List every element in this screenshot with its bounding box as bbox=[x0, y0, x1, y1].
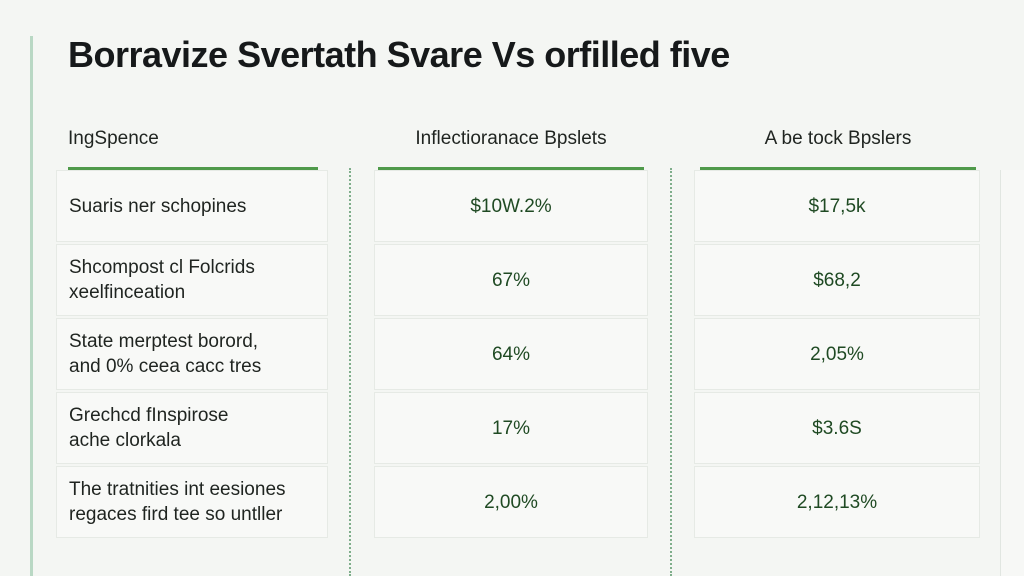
page-title: Borravize Svertath Svare Vs orfilled fiv… bbox=[68, 34, 730, 75]
column-header-col2: A be tock Bpslers bbox=[700, 128, 976, 170]
table-cell-col2: $17,5k bbox=[694, 170, 980, 242]
row-label-text: Shcompost cl Folcrids xeelfinceation bbox=[69, 257, 255, 303]
row-label-text: Grechcd fInspirose ache clorkala bbox=[69, 405, 229, 451]
cell-value: $10W.2% bbox=[470, 195, 552, 217]
cell-value: 2,05% bbox=[810, 343, 864, 365]
table-row-label: Suaris ner schopines bbox=[56, 170, 328, 242]
column-header-label: IngSpence bbox=[68, 128, 318, 170]
left-accent-rule bbox=[30, 36, 33, 576]
table-cell-col1: $10W.2% bbox=[374, 170, 648, 242]
column-divider bbox=[670, 168, 672, 576]
table-cell-col1: 2,00% bbox=[374, 466, 648, 538]
cell-value: 67% bbox=[491, 269, 531, 291]
table-row-label: Grechcd fInspirose ache clorkala bbox=[56, 392, 328, 464]
table-row-label: Shcompost cl Folcrids xeelfinceation bbox=[56, 244, 328, 316]
table-cell-col2: 2,12,13% bbox=[694, 466, 980, 538]
cell-value: $17,5k bbox=[808, 195, 866, 217]
cell-value: 17% bbox=[491, 417, 531, 439]
table-row-label: The tratnities int eesiones regaces fird… bbox=[56, 466, 328, 538]
table-cell-col1: 67% bbox=[374, 244, 648, 316]
table-cell-col2: 2,05% bbox=[694, 318, 980, 390]
cell-value: 2,00% bbox=[484, 491, 538, 513]
cell-value: $3.6S bbox=[812, 417, 862, 439]
row-label-text: State merptest borord, and 0% ceea cacc … bbox=[69, 331, 262, 377]
row-label-text: Suaris ner schopines bbox=[69, 195, 247, 217]
table-cell-col1: 17% bbox=[374, 392, 648, 464]
table-cell-col1: 64% bbox=[374, 318, 648, 390]
cell-value: 2,12,13% bbox=[796, 491, 878, 513]
cut-off-column bbox=[1000, 170, 1024, 576]
column-divider bbox=[349, 168, 351, 576]
cell-value: $68,2 bbox=[813, 269, 861, 291]
table-cell-col2: $68,2 bbox=[694, 244, 980, 316]
column-header-col1: Inflectioranace Bpslets bbox=[378, 128, 644, 170]
table-cell-col2: $3.6S bbox=[694, 392, 980, 464]
table-row-label: State merptest borord, and 0% ceea cacc … bbox=[56, 318, 328, 390]
cell-value: 64% bbox=[491, 343, 531, 365]
row-label-text: The tratnities int eesiones regaces fird… bbox=[69, 479, 286, 525]
